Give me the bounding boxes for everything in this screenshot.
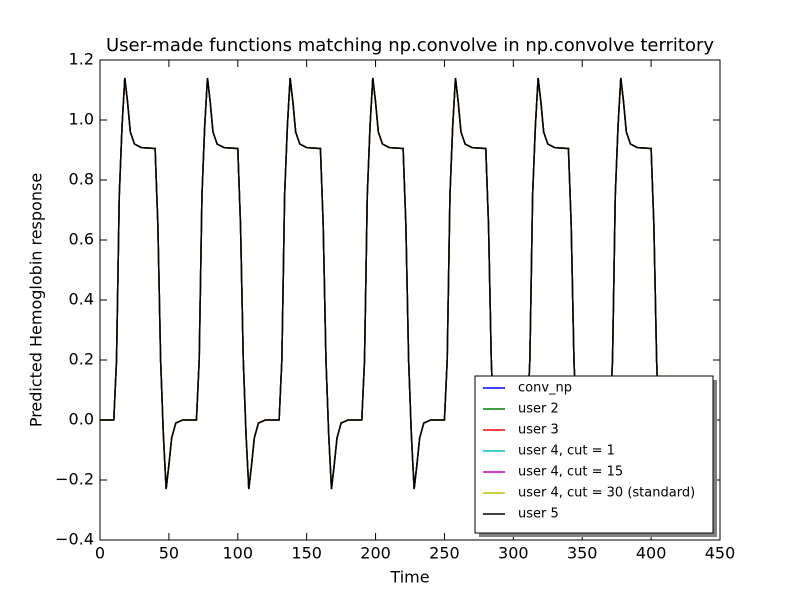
legend-label: user 5 [518, 507, 559, 522]
legend-label: user 2 [518, 402, 559, 417]
legend-label: user 4, cut = 15 [518, 465, 623, 480]
x-tick-label: 250 [429, 544, 460, 563]
x-axis-label: Time [389, 568, 429, 587]
legend [474, 375, 714, 534]
legend-label: user 4, cut = 1 [518, 444, 615, 459]
x-tick-label: 300 [498, 544, 529, 563]
y-axis-label: Predicted Hemoglobin response [27, 173, 46, 427]
y-tick-label: 0.8 [69, 170, 94, 189]
x-tick-label: 350 [567, 544, 598, 563]
chart-title: User-made functions matching np.convolve… [106, 35, 714, 56]
x-tick-label: 450 [705, 544, 736, 563]
y-tick-label: 0.2 [69, 350, 94, 369]
legend-label: conv_np [518, 381, 572, 396]
x-tick-label: 400 [636, 544, 667, 563]
y-tick-label: 0.4 [69, 290, 94, 309]
series-line [100, 77, 661, 490]
x-tick-label: 100 [223, 544, 254, 563]
y-tick-label: 0.0 [69, 410, 94, 429]
legend-label: user 3 [518, 423, 559, 438]
x-tick-label: 0 [95, 544, 105, 563]
y-tick-label: 1.2 [69, 50, 94, 69]
y-tick-label: −0.2 [55, 470, 94, 489]
plot-lines [100, 77, 661, 490]
x-tick-label: 150 [291, 544, 322, 563]
x-tick-label: 50 [159, 544, 179, 563]
y-tick-label: −0.4 [55, 530, 94, 549]
y-tick-label: 1.0 [69, 110, 94, 129]
y-tick-label: 0.6 [69, 230, 94, 249]
legend-label: user 4, cut = 30 (standard) [518, 486, 695, 501]
x-tick-label: 200 [360, 544, 391, 563]
